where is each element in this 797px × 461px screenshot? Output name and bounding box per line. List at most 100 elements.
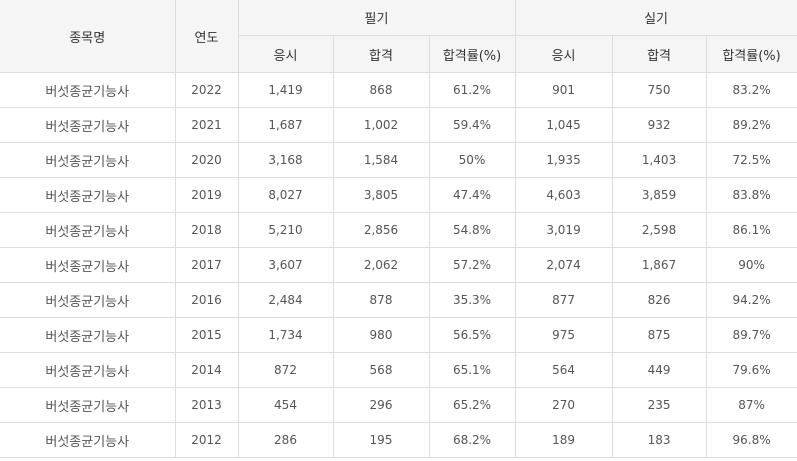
cell-practical-pass: 826 [611, 282, 707, 318]
header-practical-pass: 합격 [611, 35, 707, 73]
cell-year: 2012 [174, 422, 239, 458]
table-row: 버섯종균기능사 2013 454 296 65.2% 270 235 87% [0, 387, 797, 423]
cell-written-rate: 59.4% [428, 107, 516, 143]
cell-item-name: 버섯종균기능사 [0, 387, 176, 423]
cell-year: 2014 [174, 352, 239, 388]
cell-practical-apply: 1,045 [514, 107, 613, 143]
header-written-group: 필기 [237, 0, 516, 36]
cell-practical-pass: 750 [611, 72, 707, 108]
cell-written-pass: 878 [332, 282, 430, 318]
table-row: 버섯종균기능사 2015 1,734 980 56.5% 975 875 89.7% [0, 317, 797, 353]
cell-written-pass: 868 [332, 72, 430, 108]
cell-written-pass: 2,856 [332, 212, 430, 248]
cell-practical-rate: 87% [705, 387, 797, 423]
header-written-pass: 합격 [332, 35, 430, 73]
cell-item-name: 버섯종균기능사 [0, 422, 176, 458]
cell-year: 2019 [174, 177, 239, 213]
cell-practical-apply: 4,603 [514, 177, 613, 213]
cell-year: 2021 [174, 107, 239, 143]
cell-practical-apply: 270 [514, 387, 613, 423]
cell-item-name: 버섯종균기능사 [0, 177, 176, 213]
header-item-name: 종목명 [0, 0, 176, 73]
cell-practical-apply: 3,019 [514, 212, 613, 248]
cell-practical-rate: 79.6% [705, 352, 797, 388]
cell-written-apply: 3,168 [237, 142, 334, 178]
cell-item-name: 버섯종균기능사 [0, 282, 176, 318]
cell-written-pass: 568 [332, 352, 430, 388]
cell-written-apply: 872 [237, 352, 334, 388]
table-body: 버섯종균기능사 2022 1,419 868 61.2% 901 750 83.2% 버섯종균기… [0, 72, 797, 458]
header-practical-rate: 합격률(%) [705, 35, 797, 73]
cell-year: 2017 [174, 247, 239, 283]
table-row: 버섯종균기능사 2017 3,607 2,062 57.2% 2,074 1,867 90% [0, 247, 797, 283]
table-row: 버섯종균기능사 2021 1,687 1,002 59.4% 1,045 932 89.2% [0, 107, 797, 143]
cell-item-name: 버섯종균기능사 [0, 72, 176, 108]
cell-written-pass: 980 [332, 317, 430, 353]
cell-item-name: 버섯종균기능사 [0, 317, 176, 353]
cell-written-rate: 57.2% [428, 247, 516, 283]
cell-practical-apply: 1,935 [514, 142, 613, 178]
table-row: 버섯종균기능사 2019 8,027 3,805 47.4% 4,603 3,859 83.8… [0, 177, 797, 213]
cell-practical-apply: 189 [514, 422, 613, 458]
cell-practical-rate: 89.2% [705, 107, 797, 143]
cell-written-pass: 1,002 [332, 107, 430, 143]
cell-item-name: 버섯종균기능사 [0, 247, 176, 283]
cell-item-name: 버섯종균기능사 [0, 142, 176, 178]
cell-practical-rate: 86.1% [705, 212, 797, 248]
cell-practical-pass: 1,403 [611, 142, 707, 178]
table-row: 버섯종균기능사 2020 3,168 1,584 50% 1,935 1,403 72.5% [0, 142, 797, 178]
cell-practical-pass: 183 [611, 422, 707, 458]
cell-practical-pass: 235 [611, 387, 707, 423]
cell-year: 2013 [174, 387, 239, 423]
cell-practical-rate: 96.8% [705, 422, 797, 458]
cell-written-rate: 65.2% [428, 387, 516, 423]
cell-written-apply: 1,734 [237, 317, 334, 353]
cell-written-apply: 3,607 [237, 247, 334, 283]
cell-practical-rate: 72.5% [705, 142, 797, 178]
cell-written-apply: 8,027 [237, 177, 334, 213]
cell-written-pass: 296 [332, 387, 430, 423]
cell-written-rate: 68.2% [428, 422, 516, 458]
table-row: 버섯종균기능사 2018 5,210 2,856 54.8% 3,019 2,598 86.1… [0, 212, 797, 248]
cell-practical-rate: 90% [705, 247, 797, 283]
cell-year: 2016 [174, 282, 239, 318]
cell-practical-apply: 2,074 [514, 247, 613, 283]
cell-item-name: 버섯종균기능사 [0, 212, 176, 248]
cell-year: 2022 [174, 72, 239, 108]
cell-written-apply: 454 [237, 387, 334, 423]
cell-practical-rate: 89.7% [705, 317, 797, 353]
header-written-apply: 응시 [238, 35, 334, 73]
cell-written-apply: 5,210 [237, 212, 334, 248]
cell-written-pass: 1,584 [332, 142, 430, 178]
table-row: 버섯종균기능사 2012 286 195 68.2% 189 183 96.8% [0, 422, 797, 458]
cell-practical-rate: 83.8% [705, 177, 797, 213]
cell-written-rate: 61.2% [428, 72, 516, 108]
cell-written-rate: 50% [428, 142, 516, 178]
cell-practical-pass: 932 [611, 107, 707, 143]
cell-item-name: 버섯종균기능사 [0, 107, 176, 143]
table-row: 버섯종균기능사 2016 2,484 878 35.3% 877 826 94.2% [0, 282, 797, 318]
cell-practical-pass: 449 [611, 352, 707, 388]
cell-written-rate: 47.4% [428, 177, 516, 213]
cell-practical-apply: 564 [514, 352, 613, 388]
cell-practical-rate: 83.2% [705, 72, 797, 108]
cell-written-rate: 56.5% [428, 317, 516, 353]
header-row-groups: 종목명 연도 필기 실기 [0, 0, 797, 73]
table-row: 버섯종균기능사 2014 872 568 65.1% 564 449 79.6% [0, 352, 797, 388]
header-practical-apply: 응시 [514, 35, 613, 73]
cell-written-rate: 65.1% [428, 352, 516, 388]
cell-practical-apply: 877 [514, 282, 613, 318]
cell-written-apply: 286 [237, 422, 334, 458]
cell-practical-pass: 875 [611, 317, 707, 353]
cell-year: 2018 [174, 212, 239, 248]
cell-practical-apply: 975 [514, 317, 613, 353]
cell-written-apply: 2,484 [237, 282, 334, 318]
cell-practical-apply: 901 [514, 72, 613, 108]
header-year: 연도 [174, 0, 239, 73]
cell-practical-pass: 2,598 [611, 212, 707, 248]
cell-year: 2020 [174, 142, 239, 178]
cell-practical-pass: 3,859 [611, 177, 707, 213]
cell-written-apply: 1,687 [237, 107, 334, 143]
cell-practical-rate: 94.2% [705, 282, 797, 318]
